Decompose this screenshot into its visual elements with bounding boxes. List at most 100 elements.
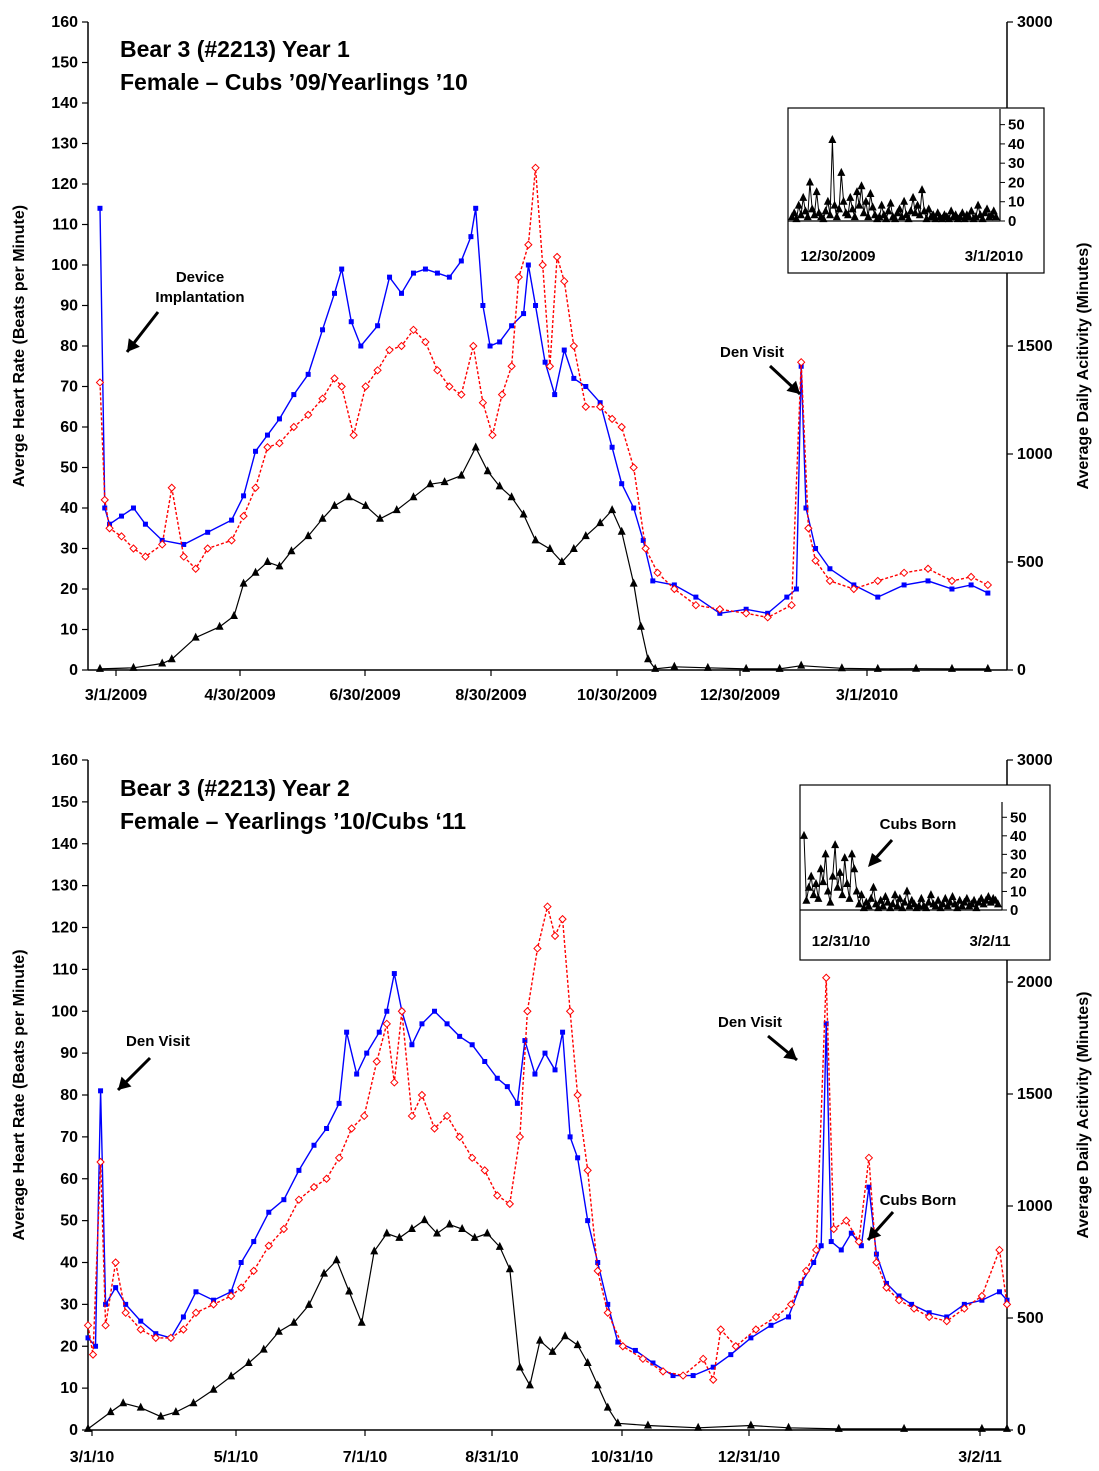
- y-tick-label: 10: [60, 1380, 78, 1397]
- y-tick-label: 110: [52, 961, 78, 978]
- data-point: [241, 493, 247, 499]
- inset-data-point: [994, 899, 1002, 908]
- data-point: [373, 366, 382, 375]
- data-point: [882, 1283, 891, 1292]
- data-point: [543, 902, 552, 911]
- data-point: [493, 1191, 502, 1200]
- inset-data-point: [989, 206, 998, 215]
- inset-data-point: [821, 206, 830, 215]
- data-point: [650, 1360, 656, 1366]
- data-point: [811, 1245, 821, 1255]
- data-point: [397, 1007, 407, 1016]
- data-point: [263, 443, 272, 452]
- data-point: [901, 582, 907, 588]
- inset-data-point: [922, 903, 931, 912]
- data-point: [348, 319, 354, 325]
- chart-panel-2: 0102030405060708090100110120130140150160…: [11, 752, 1092, 1466]
- data-point: [483, 1228, 492, 1237]
- inset-data-point: [796, 210, 805, 219]
- data-point: [304, 1299, 313, 1308]
- data-point: [515, 1362, 524, 1371]
- data-point: [960, 1304, 969, 1313]
- inset-data-point: [941, 893, 950, 902]
- data-point: [797, 660, 806, 669]
- y-tick-label: 40: [60, 500, 78, 517]
- y-axis-label: Average Heart Rate (Beats per Minute): [11, 949, 28, 1240]
- data-point: [710, 1364, 716, 1370]
- chart-subtitle: Female – Yearlings ’10/Cubs ‘11: [120, 808, 466, 834]
- inset-data-point: [918, 185, 927, 194]
- data-point: [552, 252, 562, 262]
- data-point: [181, 541, 187, 547]
- data-point: [142, 521, 148, 527]
- inset-data-point: [821, 849, 830, 858]
- data-point: [522, 1038, 528, 1044]
- data-point: [399, 290, 405, 296]
- inset-data-point: [895, 893, 904, 902]
- data-point: [253, 448, 259, 454]
- inset-data-point: [984, 892, 993, 901]
- data-point: [864, 1153, 874, 1163]
- data-point: [209, 1384, 218, 1393]
- data-point: [617, 526, 626, 535]
- data-point: [136, 1402, 145, 1411]
- y-tick-label: 80: [60, 338, 78, 355]
- data-point: [768, 1322, 774, 1328]
- data-point: [100, 495, 109, 505]
- data-point: [533, 303, 539, 308]
- data-point: [407, 1224, 416, 1232]
- data-point: [332, 1255, 341, 1264]
- data-point: [347, 1124, 356, 1133]
- data-point: [912, 663, 921, 672]
- data-point: [166, 1333, 176, 1343]
- data-point: [470, 1232, 479, 1241]
- data-point: [751, 1325, 761, 1334]
- x-tick-label: 8/31/10: [465, 1449, 518, 1466]
- data-point: [384, 1008, 390, 1014]
- data-point: [977, 1291, 987, 1301]
- data-point: [804, 524, 813, 533]
- inset-data-point: [917, 893, 926, 902]
- y-tick-label: 90: [60, 298, 78, 315]
- data-point: [422, 266, 428, 272]
- data-point: [796, 357, 806, 367]
- data-point: [445, 382, 454, 391]
- data-point: [533, 944, 542, 953]
- x-tick-label: 3/1/2010: [836, 687, 898, 704]
- data-point: [244, 1358, 253, 1366]
- data-point: [156, 1411, 165, 1420]
- inset-data-point: [931, 901, 940, 910]
- data-point: [93, 1343, 99, 1349]
- data-point: [364, 1050, 370, 1056]
- inset-data-point: [974, 200, 983, 209]
- data-point: [130, 505, 136, 511]
- inset-y-tick-label: 20: [1010, 865, 1027, 882]
- data-point: [811, 556, 820, 565]
- data-point: [354, 1071, 360, 1077]
- data-point: [983, 580, 993, 590]
- data-point: [445, 1219, 454, 1228]
- inset-data-point: [859, 208, 868, 217]
- data-point: [603, 1308, 612, 1317]
- data-point: [311, 1142, 317, 1148]
- data-point: [473, 205, 479, 211]
- y-tick-label: 100: [51, 1003, 78, 1020]
- y2-axis-label: Average Daily Acitivity (Minutes): [1075, 243, 1092, 490]
- data-point: [446, 274, 452, 280]
- series-heart-rate-a: [85, 971, 1010, 1379]
- data-point: [251, 567, 260, 576]
- inset-y-tick-label: 0: [1010, 902, 1018, 919]
- data-point: [433, 366, 442, 375]
- series-activity: [95, 442, 992, 672]
- data-point: [629, 463, 638, 472]
- inset-x-tick-label: 3/1/2010: [965, 248, 1023, 265]
- data-point: [609, 444, 615, 450]
- inset-data-point: [845, 893, 854, 902]
- data-point: [487, 343, 493, 349]
- y2-tick-label: 2000: [1017, 974, 1053, 991]
- data-point: [344, 492, 353, 501]
- y2-tick-label: 3000: [1017, 14, 1053, 31]
- data-point: [585, 1218, 591, 1224]
- inset-y-tick-label: 30: [1010, 846, 1027, 863]
- data-point: [330, 500, 339, 509]
